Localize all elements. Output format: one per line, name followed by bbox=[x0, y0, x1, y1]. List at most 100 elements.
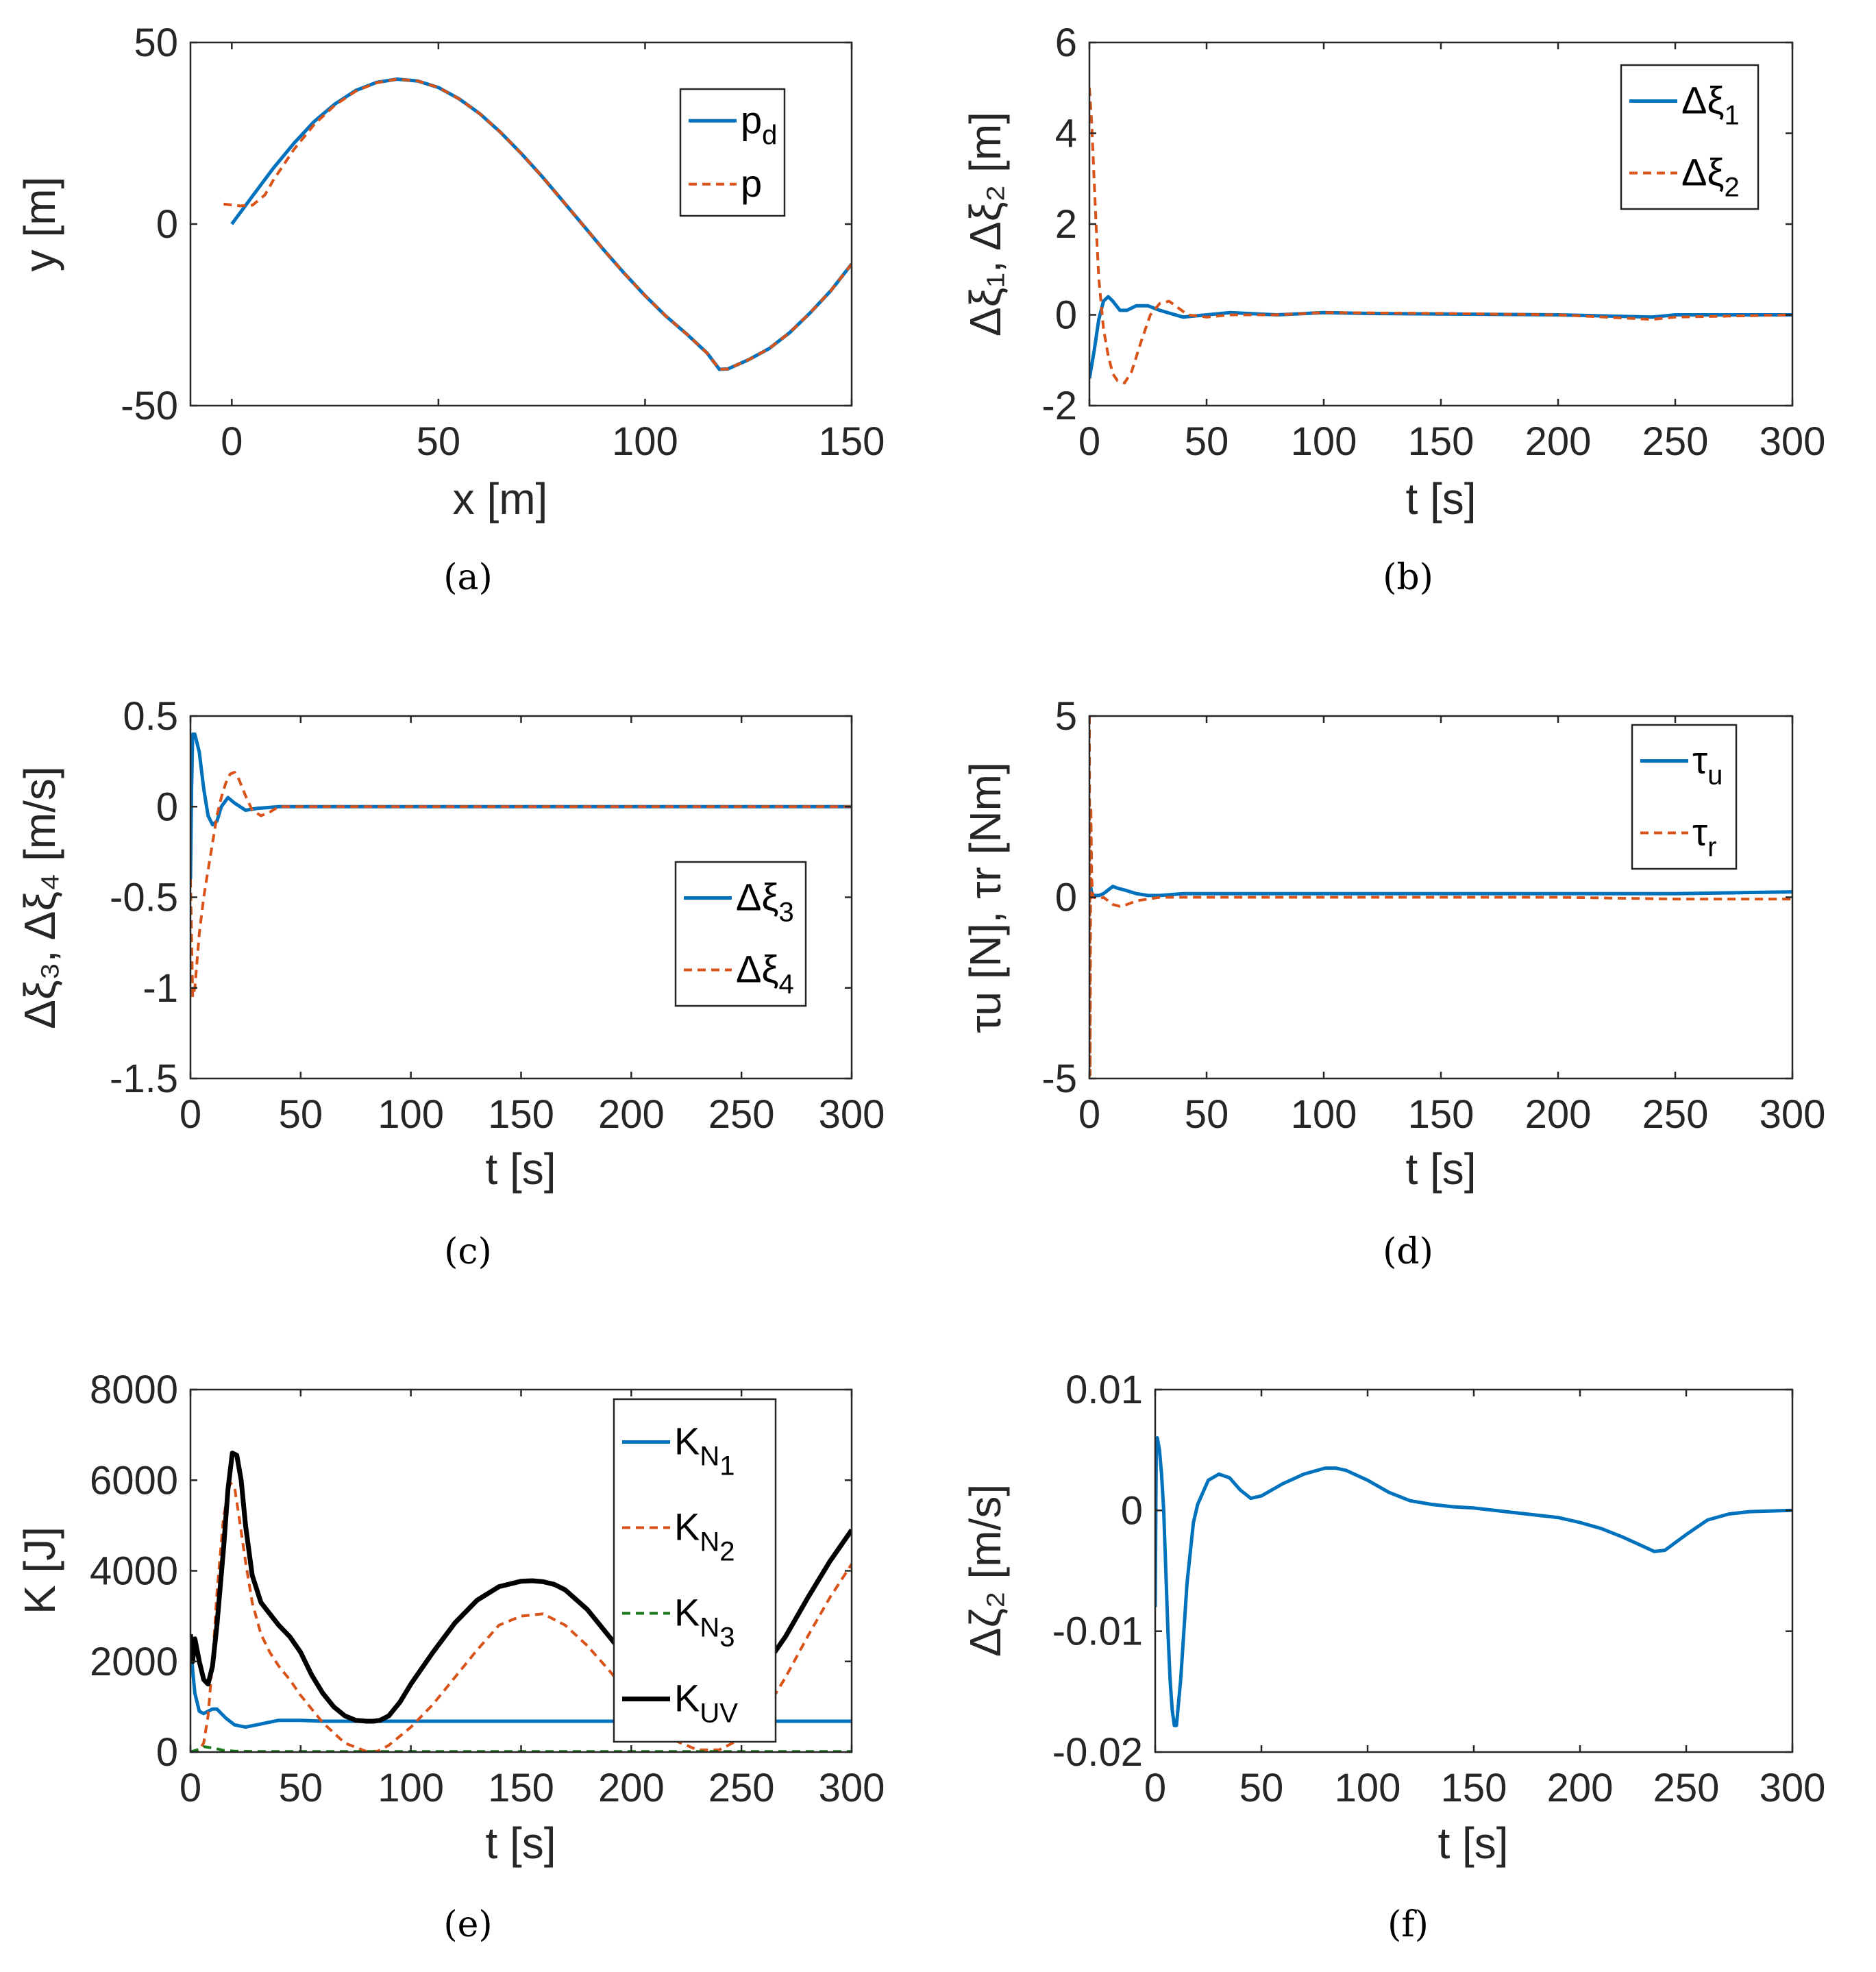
y-axis-label: τu [N], τr [Nm] bbox=[961, 762, 1010, 1033]
ytick-label: -50 bbox=[121, 384, 178, 428]
legend-subsub: 2 bbox=[719, 1537, 735, 1567]
legend-sub: 1 bbox=[1724, 101, 1739, 131]
xtick-label: 50 bbox=[1185, 1092, 1229, 1137]
legend-label: p bbox=[741, 162, 762, 205]
xtick-label: 200 bbox=[1525, 419, 1592, 464]
ytick-label: -0.02 bbox=[1052, 1730, 1143, 1775]
axes-box-f bbox=[1154, 1388, 1794, 1753]
ytick-label: -2 bbox=[1041, 384, 1077, 428]
ytick-label: 0 bbox=[1121, 1488, 1143, 1533]
ytick-label: 0 bbox=[1055, 293, 1077, 338]
xtick-label: 300 bbox=[1760, 1766, 1826, 1810]
series-f-Δζ2 bbox=[1155, 1436, 1792, 1727]
xtick-label: 50 bbox=[1239, 1766, 1284, 1810]
xtick-label: 200 bbox=[598, 1766, 665, 1810]
series-c-Δξ3 bbox=[190, 732, 852, 880]
ytick-label: 0 bbox=[1055, 876, 1077, 920]
panel-e: 0 50 100 150 200 250 300 0 2000 4000 6000 8000 t [s]… bbox=[15, 1368, 885, 1945]
xtick-label: 150 bbox=[819, 419, 885, 464]
series-c-Δξ4 bbox=[190, 771, 852, 998]
xtick-label: 150 bbox=[1441, 1766, 1507, 1810]
xtick-label: 250 bbox=[1653, 1766, 1720, 1810]
xtick-label: 150 bbox=[1408, 419, 1474, 464]
xtick-label: 0 bbox=[221, 419, 243, 464]
xtick-label: 200 bbox=[1547, 1766, 1614, 1810]
legend-sub: r bbox=[1707, 833, 1716, 863]
xtick-label: 300 bbox=[819, 1092, 885, 1137]
series-e-KN1 bbox=[190, 1634, 852, 1729]
xtick-label: 250 bbox=[1642, 419, 1709, 464]
panel-a: 0 50 100 150 -50 0 50 x [m] y [m] (a) pdp bbox=[15, 21, 885, 598]
xtick-label: 0 bbox=[1144, 1766, 1166, 1810]
legend-sub: u bbox=[1707, 761, 1723, 791]
xtick-label: 100 bbox=[1291, 419, 1357, 464]
xtick-label: 0 bbox=[180, 1092, 201, 1137]
ytick-label: 0 bbox=[156, 785, 178, 829]
ytick-label: 0 bbox=[156, 202, 178, 247]
ytick-label: -0.01 bbox=[1052, 1610, 1143, 1654]
legend-box bbox=[1620, 64, 1760, 210]
legend-sub: N bbox=[700, 1527, 719, 1557]
ytick-label: 2 bbox=[1055, 202, 1077, 247]
xtick-label: 0 bbox=[1078, 1092, 1100, 1137]
y-axis-label: Δξ₁, Δξ₂ [m] bbox=[961, 112, 1010, 336]
legend-sub: 2 bbox=[1724, 173, 1739, 203]
legend-sub: UV bbox=[700, 1699, 738, 1729]
series-b-Δξ1 bbox=[1089, 295, 1792, 379]
legend-box bbox=[674, 861, 807, 1007]
xtick-label: 100 bbox=[378, 1766, 444, 1810]
ytick-label: 6000 bbox=[90, 1458, 178, 1503]
legend-subsub: 1 bbox=[719, 1451, 735, 1481]
ytick-label: 0.5 bbox=[123, 694, 178, 739]
panel-c: 0 50 100 150 200 250 300 -1.5 -1 -0.5 0 0.5 t [s] Δξ₃… bbox=[15, 694, 885, 1272]
xtick-label: 100 bbox=[1335, 1766, 1401, 1810]
y-axis-label: Δξ₃, Δξ₄ [m/s] bbox=[15, 766, 64, 1028]
xtick-label: 150 bbox=[1408, 1092, 1474, 1137]
ytick-label: 6 bbox=[1055, 21, 1077, 65]
xtick-label: 50 bbox=[279, 1092, 323, 1137]
xtick-label: 150 bbox=[488, 1092, 554, 1137]
legend-a: pdp bbox=[679, 88, 786, 217]
panel-caption: (a) bbox=[443, 557, 493, 598]
xtick-label: 50 bbox=[279, 1766, 323, 1810]
ytick-label: 4 bbox=[1055, 112, 1077, 156]
xtick-label: 100 bbox=[1291, 1092, 1357, 1137]
x-axis-label: x [m] bbox=[453, 474, 548, 523]
legend-sub: 4 bbox=[778, 970, 793, 1000]
xtick-label: 300 bbox=[1760, 419, 1826, 464]
xtick-label: 200 bbox=[598, 1092, 665, 1137]
ytick-label: 8000 bbox=[90, 1368, 178, 1412]
ytick-label: -5 bbox=[1041, 1057, 1077, 1101]
xtick-label: 300 bbox=[1760, 1092, 1826, 1137]
legend-sub: d bbox=[762, 120, 777, 150]
series-b-Δξ2 bbox=[1089, 88, 1792, 384]
legend-subsub: 3 bbox=[719, 1623, 735, 1653]
xtick-label: 50 bbox=[1185, 419, 1229, 464]
xtick-label: 0 bbox=[180, 1766, 201, 1810]
legend-sub: N bbox=[700, 1442, 719, 1472]
legend-box bbox=[613, 1398, 777, 1743]
xtick-label: 300 bbox=[819, 1766, 885, 1810]
ytick-label: 0.01 bbox=[1065, 1368, 1143, 1412]
legend-sub: 3 bbox=[778, 898, 793, 928]
ytick-label: 5 bbox=[1055, 694, 1077, 739]
xtick-label: 250 bbox=[1642, 1092, 1709, 1137]
panel-caption: (c) bbox=[444, 1231, 492, 1272]
panel-caption: (b) bbox=[1383, 557, 1433, 598]
panel-caption: (f) bbox=[1387, 1904, 1429, 1945]
series-d-τu bbox=[1089, 878, 1792, 898]
ytick-label: -1.5 bbox=[110, 1057, 178, 1101]
legend-sub: N bbox=[700, 1613, 719, 1643]
legend-box bbox=[679, 88, 786, 217]
ytick-label: -0.5 bbox=[110, 876, 178, 920]
panel-caption: (d) bbox=[1383, 1231, 1433, 1272]
xtick-label: 0 bbox=[1078, 419, 1100, 464]
xtick-label: 200 bbox=[1525, 1092, 1592, 1137]
